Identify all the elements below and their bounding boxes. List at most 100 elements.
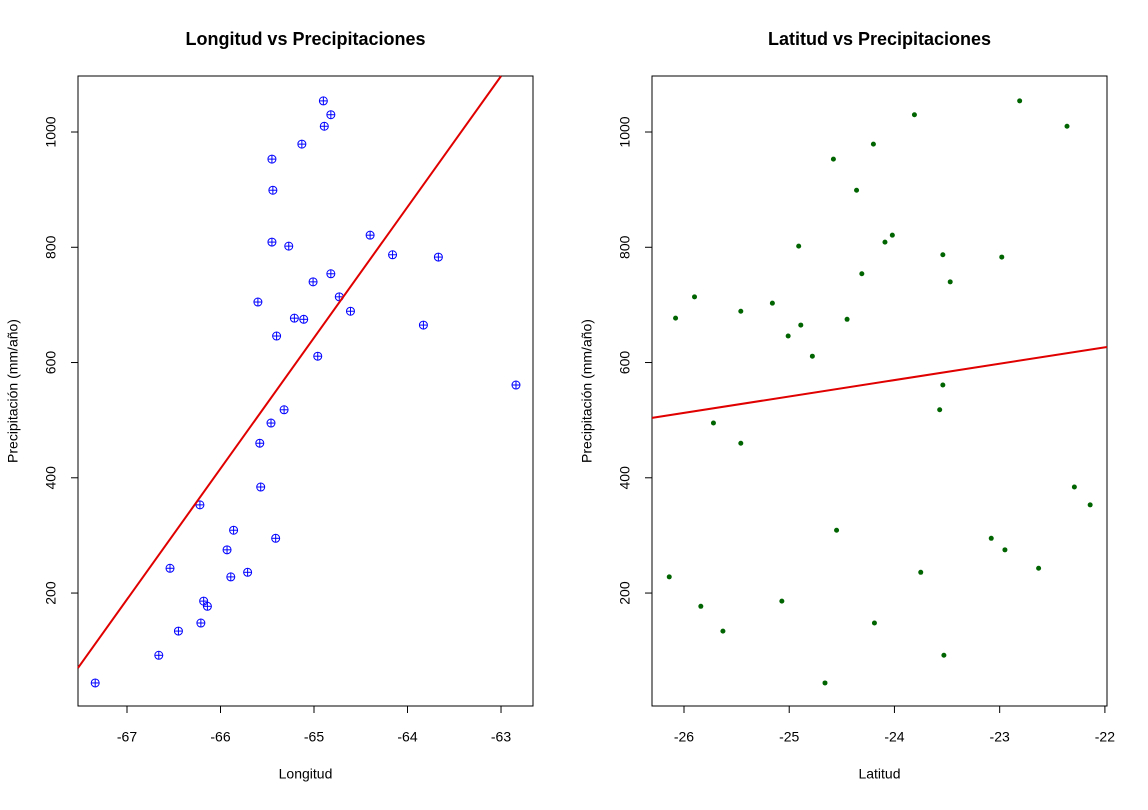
point — [698, 603, 704, 609]
point — [433, 252, 443, 262]
point — [999, 254, 1005, 260]
y-tick-label: 1000 — [617, 116, 633, 147]
y-tick-label: 800 — [43, 235, 59, 259]
point — [253, 297, 263, 307]
plot-frame — [77, 75, 534, 707]
point — [154, 650, 164, 660]
chart-title: Longitud vs Precipitaciones — [185, 29, 425, 49]
point — [834, 527, 840, 533]
x-tick-label: -24 — [884, 729, 904, 745]
point — [326, 110, 336, 120]
point — [297, 139, 307, 149]
point — [673, 315, 679, 321]
point — [666, 574, 672, 580]
point — [165, 563, 175, 573]
point — [710, 420, 716, 426]
point — [256, 482, 266, 492]
point — [326, 269, 336, 279]
point — [345, 306, 355, 316]
x-tick-label: -67 — [117, 729, 137, 745]
point — [511, 380, 521, 390]
point — [830, 156, 836, 162]
point — [738, 308, 744, 314]
x-tick-label: -65 — [304, 729, 324, 745]
point — [947, 279, 953, 285]
point — [196, 618, 206, 628]
point — [226, 572, 236, 582]
point — [1017, 98, 1023, 104]
point — [418, 320, 428, 330]
x-tick-label: -23 — [990, 729, 1010, 745]
point — [785, 333, 791, 339]
point — [859, 271, 865, 277]
point — [308, 277, 318, 287]
point — [173, 626, 183, 636]
point — [268, 185, 278, 195]
point — [284, 241, 294, 251]
point — [854, 187, 860, 193]
point — [90, 678, 100, 688]
point — [988, 535, 994, 541]
point — [243, 567, 253, 577]
point — [1002, 547, 1008, 553]
point — [1071, 484, 1077, 490]
point — [266, 418, 276, 428]
point — [769, 300, 775, 306]
y-tick-label: 200 — [617, 581, 633, 605]
chart-title: Latitud vs Precipitaciones — [768, 29, 991, 49]
point — [388, 250, 398, 260]
point — [937, 407, 943, 413]
plot-frame — [651, 75, 1108, 707]
y-tick-label: 400 — [43, 466, 59, 490]
point — [889, 232, 895, 238]
point — [319, 121, 329, 131]
x-tick-label: -25 — [779, 729, 799, 745]
point — [1087, 502, 1093, 508]
point — [229, 525, 239, 535]
point — [809, 353, 815, 359]
y-axis-label: Precipitación (mm/año) — [5, 319, 21, 463]
point — [365, 230, 375, 240]
point — [271, 533, 281, 543]
point — [202, 601, 212, 611]
point — [798, 322, 804, 328]
point — [222, 545, 232, 555]
point — [844, 316, 850, 322]
point — [255, 438, 265, 448]
x-tick-label: -26 — [674, 729, 694, 745]
point — [870, 141, 876, 147]
point — [279, 405, 289, 415]
point — [692, 294, 698, 300]
x-tick-label: -63 — [491, 729, 511, 745]
point — [195, 500, 205, 510]
y-tick-label: 400 — [617, 466, 633, 490]
y-tick-label: 600 — [43, 351, 59, 375]
point — [940, 252, 946, 258]
point — [882, 239, 888, 245]
y-tick-label: 200 — [43, 581, 59, 605]
y-tick-label: 800 — [617, 235, 633, 259]
point — [911, 112, 917, 118]
point — [720, 628, 726, 634]
point — [779, 598, 785, 604]
point — [272, 331, 282, 341]
x-tick-label: -22 — [1095, 729, 1115, 745]
point — [289, 313, 299, 323]
point — [941, 652, 947, 658]
point — [318, 96, 328, 106]
regression-line — [651, 345, 1108, 419]
y-tick-label: 1000 — [43, 116, 59, 147]
point — [1036, 565, 1042, 571]
point — [738, 440, 744, 446]
point — [822, 680, 828, 686]
point — [267, 237, 277, 247]
x-axis-label: Latitud — [858, 766, 900, 782]
point — [313, 351, 323, 361]
regression-line — [77, 75, 502, 669]
x-axis-label: Longitud — [279, 766, 333, 782]
point — [796, 243, 802, 249]
point — [918, 569, 924, 575]
point — [940, 382, 946, 388]
point — [871, 620, 877, 626]
